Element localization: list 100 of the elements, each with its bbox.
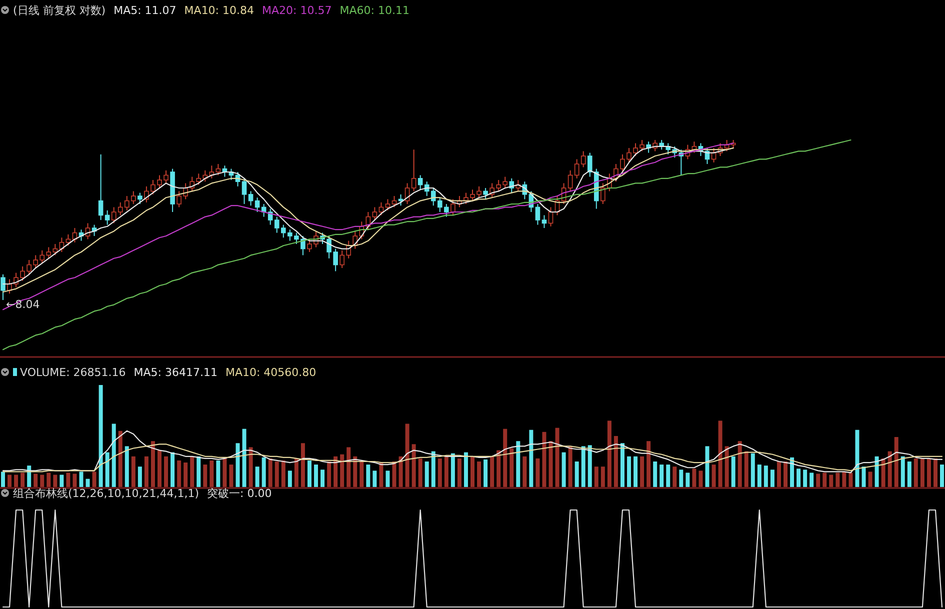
bar xyxy=(222,458,227,487)
bar xyxy=(484,459,488,487)
bar xyxy=(698,470,703,487)
bar xyxy=(888,451,892,487)
bar xyxy=(660,464,664,487)
bar xyxy=(379,462,384,487)
bar xyxy=(66,472,70,487)
bar xyxy=(464,452,468,487)
bar xyxy=(503,428,508,487)
bar xyxy=(718,420,722,487)
bar xyxy=(686,472,690,487)
bar xyxy=(457,458,462,487)
bar xyxy=(46,472,51,487)
bar xyxy=(848,472,853,487)
bar xyxy=(776,462,781,487)
bar xyxy=(274,462,279,487)
bar xyxy=(653,462,658,487)
bar xyxy=(14,474,18,487)
bar xyxy=(692,468,696,487)
bar xyxy=(40,474,44,487)
bar xyxy=(86,478,90,487)
bar xyxy=(112,424,116,487)
bar xyxy=(144,456,148,487)
text: MA60: 10.11 xyxy=(340,4,410,17)
bar xyxy=(34,474,38,487)
candlestick xyxy=(216,164,221,176)
text: MA5: 36417.11 xyxy=(134,366,218,379)
bar xyxy=(438,458,442,487)
bar xyxy=(8,474,12,487)
bar xyxy=(529,430,534,487)
candlestick xyxy=(418,174,423,190)
bar xyxy=(750,453,755,487)
bar xyxy=(542,432,546,487)
bar xyxy=(855,430,860,487)
bar xyxy=(920,458,924,487)
bar xyxy=(196,456,201,487)
bar xyxy=(216,460,220,487)
bar xyxy=(712,464,716,487)
bar xyxy=(562,452,566,487)
candlestick xyxy=(385,198,390,211)
bar xyxy=(164,456,168,487)
bar xyxy=(496,450,501,487)
bar xyxy=(412,444,416,487)
bar xyxy=(327,462,332,487)
bar xyxy=(72,474,77,487)
bar xyxy=(158,450,162,487)
candlestick xyxy=(0,274,6,300)
bar xyxy=(607,420,612,487)
bar xyxy=(79,472,84,487)
bar xyxy=(600,466,605,487)
bar xyxy=(516,441,520,487)
text: 突破一: 0.00 xyxy=(207,487,272,500)
bar xyxy=(372,470,377,487)
bar xyxy=(334,456,338,487)
bar xyxy=(150,441,155,487)
bar xyxy=(672,466,677,487)
bar xyxy=(536,458,540,487)
bar xyxy=(360,462,364,487)
text: MA10: 40560.80 xyxy=(225,366,316,379)
bar xyxy=(184,462,188,487)
legend-label: VOLUME: 26851.16 xyxy=(20,366,126,379)
bar xyxy=(353,456,358,487)
bar xyxy=(210,460,214,487)
bar xyxy=(431,451,436,487)
bar xyxy=(634,456,638,487)
bar xyxy=(92,472,96,487)
candlestick xyxy=(138,192,142,204)
bar xyxy=(105,452,110,487)
candlestick xyxy=(542,214,547,228)
chart-title: 组合布林线(12,26,10,10,21,44,1,1) xyxy=(13,487,200,500)
bar xyxy=(300,443,305,487)
candlestick xyxy=(242,178,247,204)
bar xyxy=(418,458,422,487)
bar xyxy=(60,474,64,487)
candlestick xyxy=(372,206,378,220)
candlestick xyxy=(580,150,586,168)
bar xyxy=(242,428,246,487)
bar xyxy=(868,472,872,487)
bar xyxy=(829,474,834,487)
bar xyxy=(477,462,482,487)
bar xyxy=(555,428,560,487)
candlestick xyxy=(574,158,580,179)
candlestick xyxy=(98,154,104,220)
bar xyxy=(900,456,905,487)
bar xyxy=(679,470,684,487)
bar xyxy=(881,458,886,487)
bar xyxy=(229,464,234,487)
bar xyxy=(236,443,240,487)
bar xyxy=(770,470,774,487)
bar xyxy=(294,458,298,487)
bar xyxy=(405,424,410,487)
bar xyxy=(281,460,286,487)
candlestick xyxy=(254,197,260,212)
candlestick xyxy=(587,152,592,178)
bar xyxy=(124,446,129,487)
bar xyxy=(522,456,527,487)
bar xyxy=(594,466,598,487)
bar xyxy=(118,430,122,487)
bar xyxy=(907,462,912,487)
bar xyxy=(568,446,572,487)
